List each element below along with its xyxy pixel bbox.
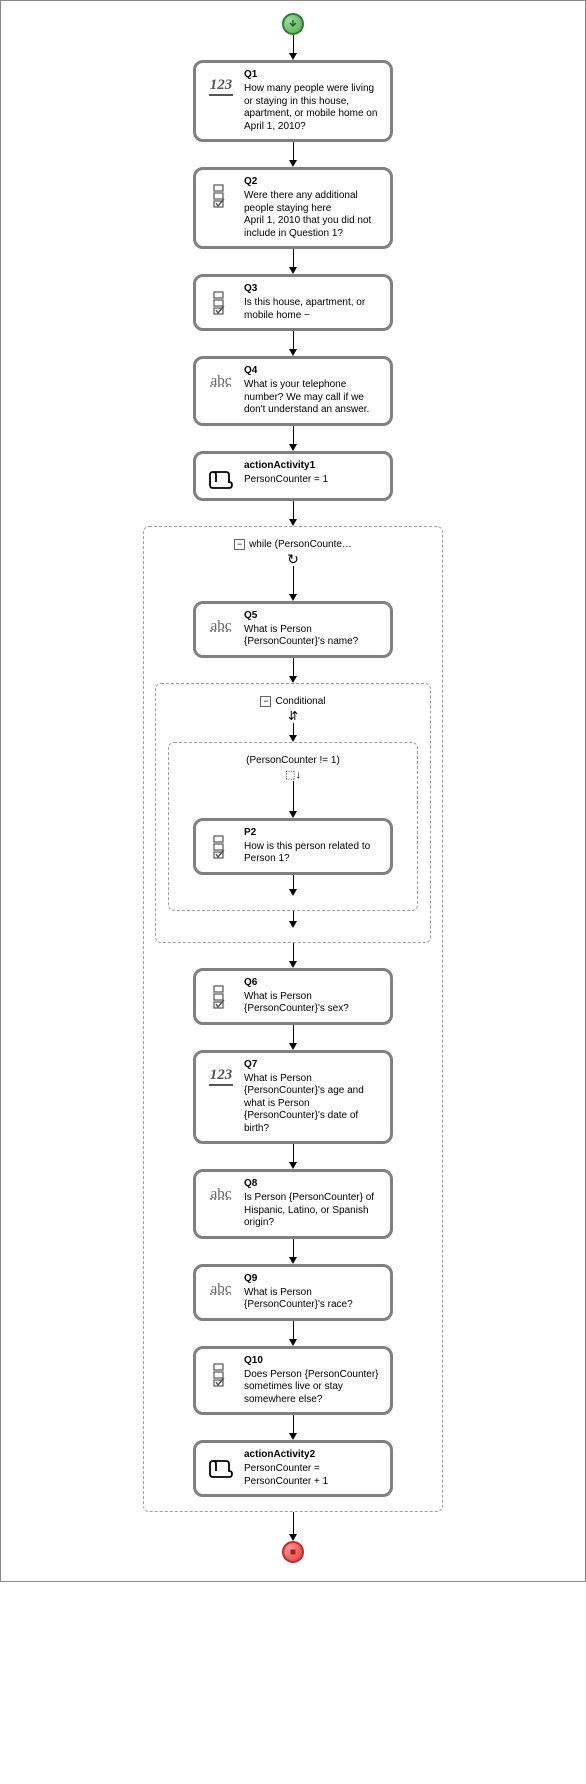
activity-node-q8[interactable]: abc Q8 Is Person {PersonCounter} of Hispan… [193,1169,393,1239]
node-body: What is Person {PersonCounter}'s name? [244,624,382,649]
arrow-icon [289,1415,297,1440]
activity-node-p2[interactable]: P2 How is this person related to Person 1… [193,818,393,875]
refresh-icon: ↻ [287,552,299,566]
node-title: actionActivity2 [244,1449,382,1460]
arrow-icon [289,1321,297,1346]
arrow-icon [289,331,297,356]
arrow-icon [289,781,297,818]
conditional-container[interactable]: − Conditional ⇵ (PersonCounter != 1) ⬚↓ … [155,683,431,943]
text-icon: abc [211,1186,232,1203]
arrow-icon [289,142,297,167]
checklist-icon [212,1363,230,1387]
end-node[interactable] [282,1541,304,1563]
branch-icon: ⇵ [288,709,298,723]
conditional-label: Conditional [275,696,325,707]
node-body: PersonCounter = 1 [244,474,382,487]
branch-type-icon: ⬚↓ [285,768,301,781]
arrow-icon [289,943,297,968]
arrow-icon [289,1239,297,1264]
numeric-icon: 123 [209,77,234,96]
node-body: How many people were living or staying i… [244,83,382,133]
start-node[interactable] [282,13,304,35]
arrow-icon [289,911,297,928]
node-body: How is this person related to Person 1? [244,841,382,866]
node-title: Q2 [244,176,382,187]
arrow-icon [289,35,297,60]
activity-node-q2[interactable]: Q2 Were there any additional people stayi… [193,167,393,249]
activity-node-q1[interactable]: 123 Q1 How many people were living or stay… [193,60,393,142]
arrow-icon [289,875,297,896]
node-title: Q9 [244,1273,382,1284]
script-icon [207,1457,235,1481]
checklist-icon [212,835,230,859]
branch-header: (PersonCounter != 1) [246,755,340,766]
node-body: What is your telephone number? We may ca… [244,379,382,417]
arrow-icon [289,658,297,683]
node-body: What is Person {PersonCounter}'s age and… [244,1073,382,1136]
node-title: Q5 [244,610,382,621]
activity-node-q4[interactable]: abc Q4 What is your telephone number? We m… [193,356,393,426]
node-title: Q3 [244,283,382,294]
node-title: Q4 [244,365,382,376]
conditional-header: − Conditional [260,696,325,707]
node-body: What is Person {PersonCounter}'s race? [244,1287,382,1312]
collapse-icon[interactable]: − [234,539,245,550]
text-icon: abc [211,1281,232,1298]
activity-node-aa2[interactable]: actionActivity2 PersonCounter = PersonCou… [193,1440,393,1497]
arrow-icon [289,1025,297,1050]
branch-container[interactable]: (PersonCounter != 1) ⬚↓ P2 How is this pe… [168,742,418,911]
arrow-icon [289,426,297,451]
node-title: Q1 [244,69,382,80]
node-title: actionActivity1 [244,460,382,471]
node-title: Q10 [244,1355,382,1366]
node-body: PersonCounter = PersonCounter + 1 [244,1463,382,1488]
activity-node-q9[interactable]: abc Q9 What is Person {PersonCounter}'s ra… [193,1264,393,1321]
while-header: − while (PersonCounte… [234,539,352,550]
text-icon: abc [211,618,232,635]
collapse-icon[interactable]: − [260,696,271,707]
while-container[interactable]: − while (PersonCounte… ↻ abc Q5 What is Pe… [143,526,443,1513]
text-icon: abc [211,373,232,390]
while-label: while (PersonCounte… [249,539,352,550]
flowchart-canvas: 123 Q1 How many people were living or stay… [9,9,577,1573]
activity-node-q7[interactable]: 123 Q7 What is Person {PersonCounter}'s ag… [193,1050,393,1145]
script-icon [207,468,235,492]
node-title: Q6 [244,977,382,988]
numeric-icon: 123 [209,1067,234,1086]
node-body: Does Person {PersonCounter} sometimes li… [244,1369,382,1407]
checklist-icon [212,291,230,315]
arrow-icon [289,501,297,526]
arrow-icon [289,1512,297,1541]
node-body: Were there any additional people staying… [244,190,382,240]
arrow-icon [289,249,297,274]
node-title: Q8 [244,1178,382,1189]
arrow-icon [289,1144,297,1169]
node-title: Q7 [244,1059,382,1070]
node-body: Is Person {PersonCounter} of Hispanic, L… [244,1192,382,1230]
branch-condition: (PersonCounter != 1) [246,755,340,766]
arrow-icon [289,566,297,601]
checklist-icon [212,985,230,1009]
node-title: P2 [244,827,382,838]
activity-node-q6[interactable]: Q6 What is Person {PersonCounter}'s sex? [193,968,393,1025]
node-body: What is Person {PersonCounter}'s sex? [244,991,382,1016]
checklist-icon [212,184,230,208]
activity-node-q5[interactable]: abc Q5 What is Person {PersonCounter}'s na… [193,601,393,658]
activity-node-q3[interactable]: Q3 Is this house, apartment, or mobile ho… [193,274,393,331]
activity-node-q10[interactable]: Q10 Does Person {PersonCounter} sometimes… [193,1346,393,1416]
node-body: Is this house, apartment, or mobile home… [244,297,382,322]
arrow-icon [289,723,297,742]
activity-node-aa1[interactable]: actionActivity1 PersonCounter = 1 [193,451,393,501]
